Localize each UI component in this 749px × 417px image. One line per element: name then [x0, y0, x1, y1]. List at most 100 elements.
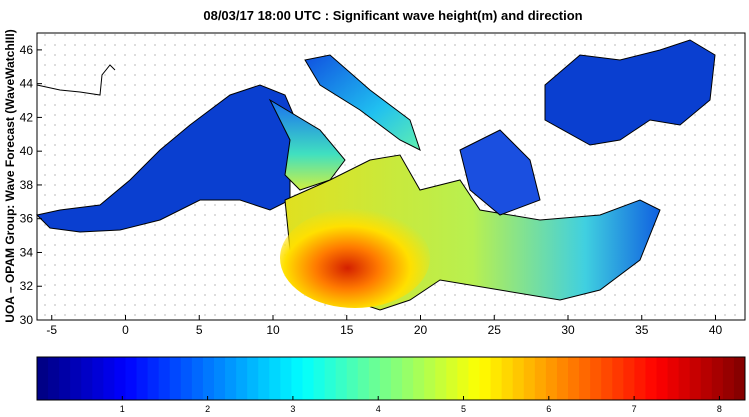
x-tick-label: 0: [122, 323, 129, 337]
colorbar-step: [512, 357, 525, 400]
tyrrhenian-sea: [268, 98, 346, 191]
colorbar-step: [479, 357, 492, 400]
colorbar-step: [568, 357, 580, 400]
colorbar-step: [733, 357, 746, 400]
colorbar-step: [534, 357, 547, 400]
colorbar-step: [424, 357, 436, 400]
colorbar-step: [158, 357, 171, 400]
colorbar-step: [269, 357, 281, 400]
colorbar-step: [523, 357, 536, 400]
y-tick-label: 38: [20, 178, 34, 192]
colorbar-tick-label: 2: [205, 404, 210, 414]
colorbar-step: [612, 357, 624, 400]
colorbar-step: [357, 357, 370, 400]
colorbar-step: [579, 357, 591, 400]
y-tick-label: 44: [20, 77, 34, 91]
coastline: [36, 64, 116, 96]
axes-frame: [36, 32, 746, 321]
colorbar-step: [258, 357, 270, 400]
y-axis-label: UOA – OPAM Group: Wave Forecast (WaveWat…: [3, 29, 17, 322]
colorbar-step: [346, 357, 359, 400]
colorbar-step: [136, 357, 149, 400]
colorbar-step: [391, 357, 403, 400]
colorbar-step: [413, 357, 425, 400]
adriatic-sea: [304, 54, 421, 151]
colorbar-step: [236, 357, 248, 400]
colorbar-step: [678, 357, 691, 400]
colorbar: 1 2 3 4 5 6 7 8: [37, 357, 746, 414]
y-tick-label: 40: [20, 144, 34, 158]
x-tick-label: 10: [266, 323, 280, 337]
colorbar-step: [81, 357, 93, 400]
colorbar-tick-label: 8: [717, 404, 722, 414]
colorbar-step: [180, 357, 193, 400]
colorbar-step: [590, 357, 602, 400]
colorbar-step: [689, 357, 702, 400]
colorbar-step: [700, 357, 713, 400]
high-wave-area: [280, 208, 430, 308]
colorbar-step: [711, 357, 724, 400]
colorbar-step: [634, 357, 646, 400]
x-tick-label: 40: [709, 323, 723, 337]
colorbar-tick-label: 3: [290, 404, 295, 414]
black-sea: [544, 39, 716, 146]
x-tick-label: 15: [340, 323, 354, 337]
aegean-sea: [459, 129, 541, 216]
y-tick-label: 34: [20, 245, 34, 259]
colorbar-step: [468, 357, 480, 400]
x-tick-label: 25: [488, 323, 502, 337]
colorbar-tick-label: 6: [546, 404, 551, 414]
colorbar-step: [147, 357, 160, 400]
colorbar-step: [169, 357, 182, 400]
colorbar-step: [313, 357, 326, 400]
colorbar-step: [291, 357, 303, 400]
colorbar-step: [667, 357, 680, 400]
x-tick-label: 35: [635, 323, 649, 337]
x-tick-label: 30: [561, 323, 575, 337]
y-tick-label: 46: [20, 43, 34, 57]
x-tick-label: -5: [46, 323, 57, 337]
colorbar-step: [446, 357, 458, 400]
y-tick-label: 36: [20, 212, 34, 226]
colorbar-step: [457, 357, 469, 400]
colorbar-tick-label: 1: [120, 404, 125, 414]
colorbar-step: [379, 357, 392, 400]
colorbar-step: [501, 357, 514, 400]
colorbar-step: [645, 357, 657, 400]
colorbar-step: [125, 357, 138, 400]
colorbar-step: [368, 357, 381, 400]
map-area: [35, 32, 746, 321]
colorbar-step: [59, 357, 71, 400]
y-tick-label: 32: [20, 279, 34, 293]
colorbar-step: [114, 357, 126, 400]
colorbar-step: [324, 357, 337, 400]
colorbar-step: [623, 357, 635, 400]
colorbar-step: [601, 357, 613, 400]
colorbar-step: [191, 357, 204, 400]
colorbar-step: [656, 357, 669, 400]
colorbar-step: [335, 357, 348, 400]
colorbar-step: [92, 357, 104, 400]
colorbar-tick-label: 4: [376, 404, 381, 414]
colorbar-step: [103, 357, 115, 400]
colorbar-step: [247, 357, 259, 400]
colorbar-step: [214, 357, 226, 400]
colorbar-frame: [36, 356, 746, 401]
colorbar-step: [225, 357, 237, 400]
colorbar-tick-label: 7: [632, 404, 637, 414]
y-tick-label: 30: [20, 313, 34, 327]
colorbar-step: [37, 357, 49, 400]
x-tick-label: 5: [196, 323, 203, 337]
colorbar-step: [435, 357, 447, 400]
colorbar-step: [556, 357, 569, 400]
colorbar-step: [490, 357, 503, 400]
colorbar-step: [302, 357, 315, 400]
colorbar-step: [48, 357, 60, 400]
colorbar-step: [722, 357, 735, 400]
colorbar-step: [545, 357, 558, 400]
y-tick-label: 42: [20, 110, 34, 124]
x-tick-label: 20: [414, 323, 428, 337]
colorbar-step: [202, 357, 215, 400]
colorbar-step: [280, 357, 292, 400]
